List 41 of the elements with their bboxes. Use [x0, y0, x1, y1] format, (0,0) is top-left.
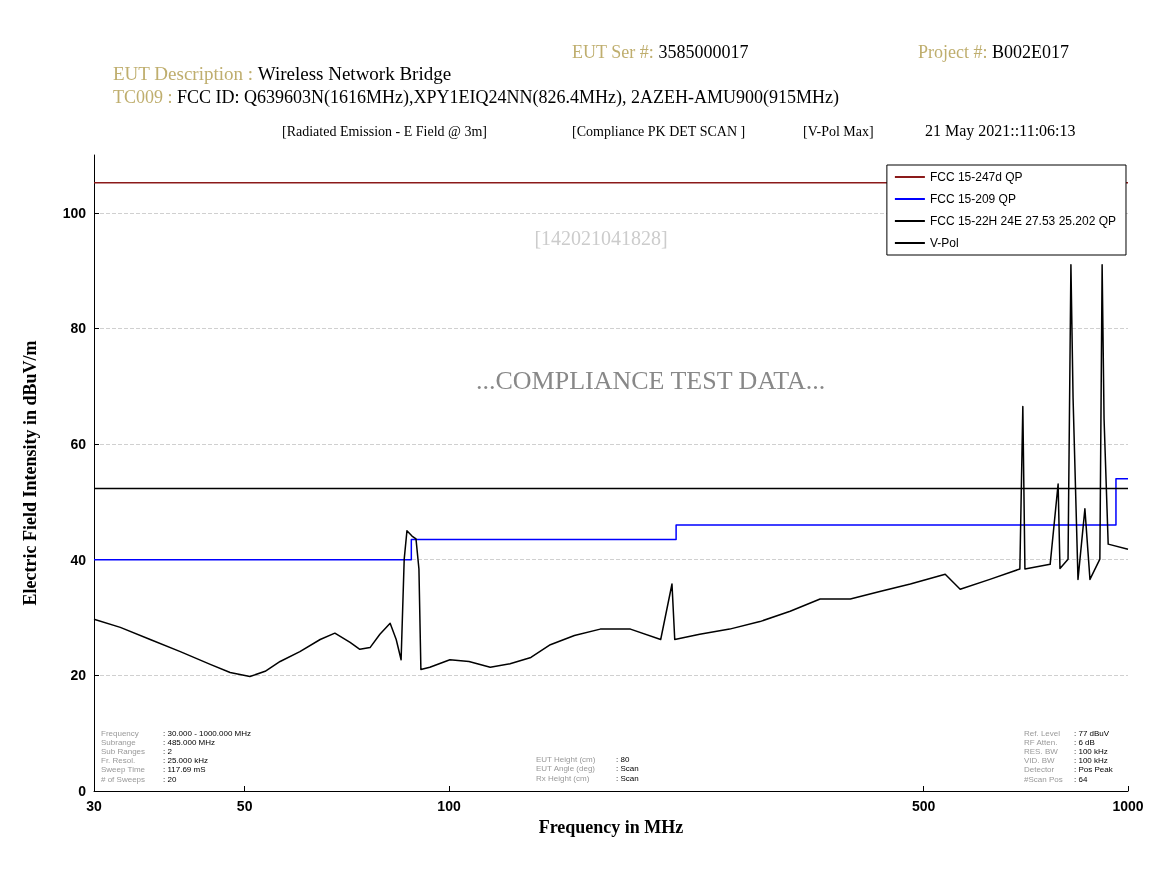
- legend-label: V-Pol: [929, 236, 959, 250]
- text: Detector : Pos Peak: [1024, 765, 1113, 775]
- y-tick-label: 40: [70, 551, 87, 568]
- x-axis-title: Frequency in MHz: [538, 816, 684, 837]
- y-tick-label: 100: [62, 204, 87, 221]
- legend-label: FCC 15-22H 24E 27.53 25.202 QP: [929, 214, 1117, 228]
- y-axis-title: Electric Field Intensity in dBuV/m: [20, 340, 40, 606]
- text: Fr. Resol. : 25.000 kHz: [101, 756, 208, 766]
- text: VID. BW : 100 kHz: [1024, 756, 1108, 766]
- text: EUT Description : Wireless Network Bridge: [113, 62, 452, 84]
- text: Frequency : 30.000 - 1000.000 MHz: [101, 728, 252, 738]
- text: RF Atten. : 6 dB: [1024, 737, 1095, 747]
- text: [Compliance PK DET SCAN ]: [572, 123, 746, 139]
- x-tick-label: 1000: [1112, 798, 1144, 814]
- text: Sweep Time : 117.69 mS: [101, 765, 206, 775]
- text: #Scan Pos : 64: [1024, 774, 1088, 784]
- text: Rx Height (cm) : Scan: [536, 773, 639, 783]
- text: EUT Angle (deg) : Scan: [536, 764, 639, 773]
- y-tick-label: 0: [78, 783, 87, 799]
- y-tick-label: 60: [70, 436, 87, 453]
- text: Ref. Level : 77 dBuV: [1024, 728, 1110, 738]
- annotation: ...COMPLIANCE TEST DATA...: [475, 366, 826, 396]
- text: RES. BW : 100 kHz: [1024, 746, 1108, 756]
- y-tick-label: 80: [70, 320, 87, 337]
- text: 21 May 2021::11:06:13: [925, 121, 1076, 140]
- y-tick-label: 20: [70, 667, 87, 684]
- text: TC009 : FCC ID: Q639603N(1616MHz),XPY1EIQ24NN(826.4MHz), 2AZEH-AMU900(915MHz): [113, 86, 839, 108]
- text: # of Sweeps : 20: [101, 774, 177, 784]
- text: [V-Pol Max]: [803, 123, 874, 139]
- text: EUT Height (cm) : 80: [536, 754, 630, 764]
- text: EUT Ser #: 3585000017: [572, 41, 749, 62]
- text: Subrange : 485.000 MHz: [101, 737, 216, 747]
- legend-label: FCC 15-209 QP: [929, 192, 1016, 206]
- text: Project #: B002E017: [918, 41, 1069, 62]
- x-tick-label: 30: [86, 798, 102, 814]
- x-tick-label: 500: [911, 798, 936, 814]
- text: Sub Ranges : 2: [101, 746, 172, 756]
- text: [Radiated Emission - E Field @ 3m]: [282, 123, 487, 139]
- legend-label: FCC 15-247d QP: [929, 170, 1023, 184]
- x-tick-label: 100: [437, 798, 461, 814]
- x-tick-label: 50: [236, 798, 253, 814]
